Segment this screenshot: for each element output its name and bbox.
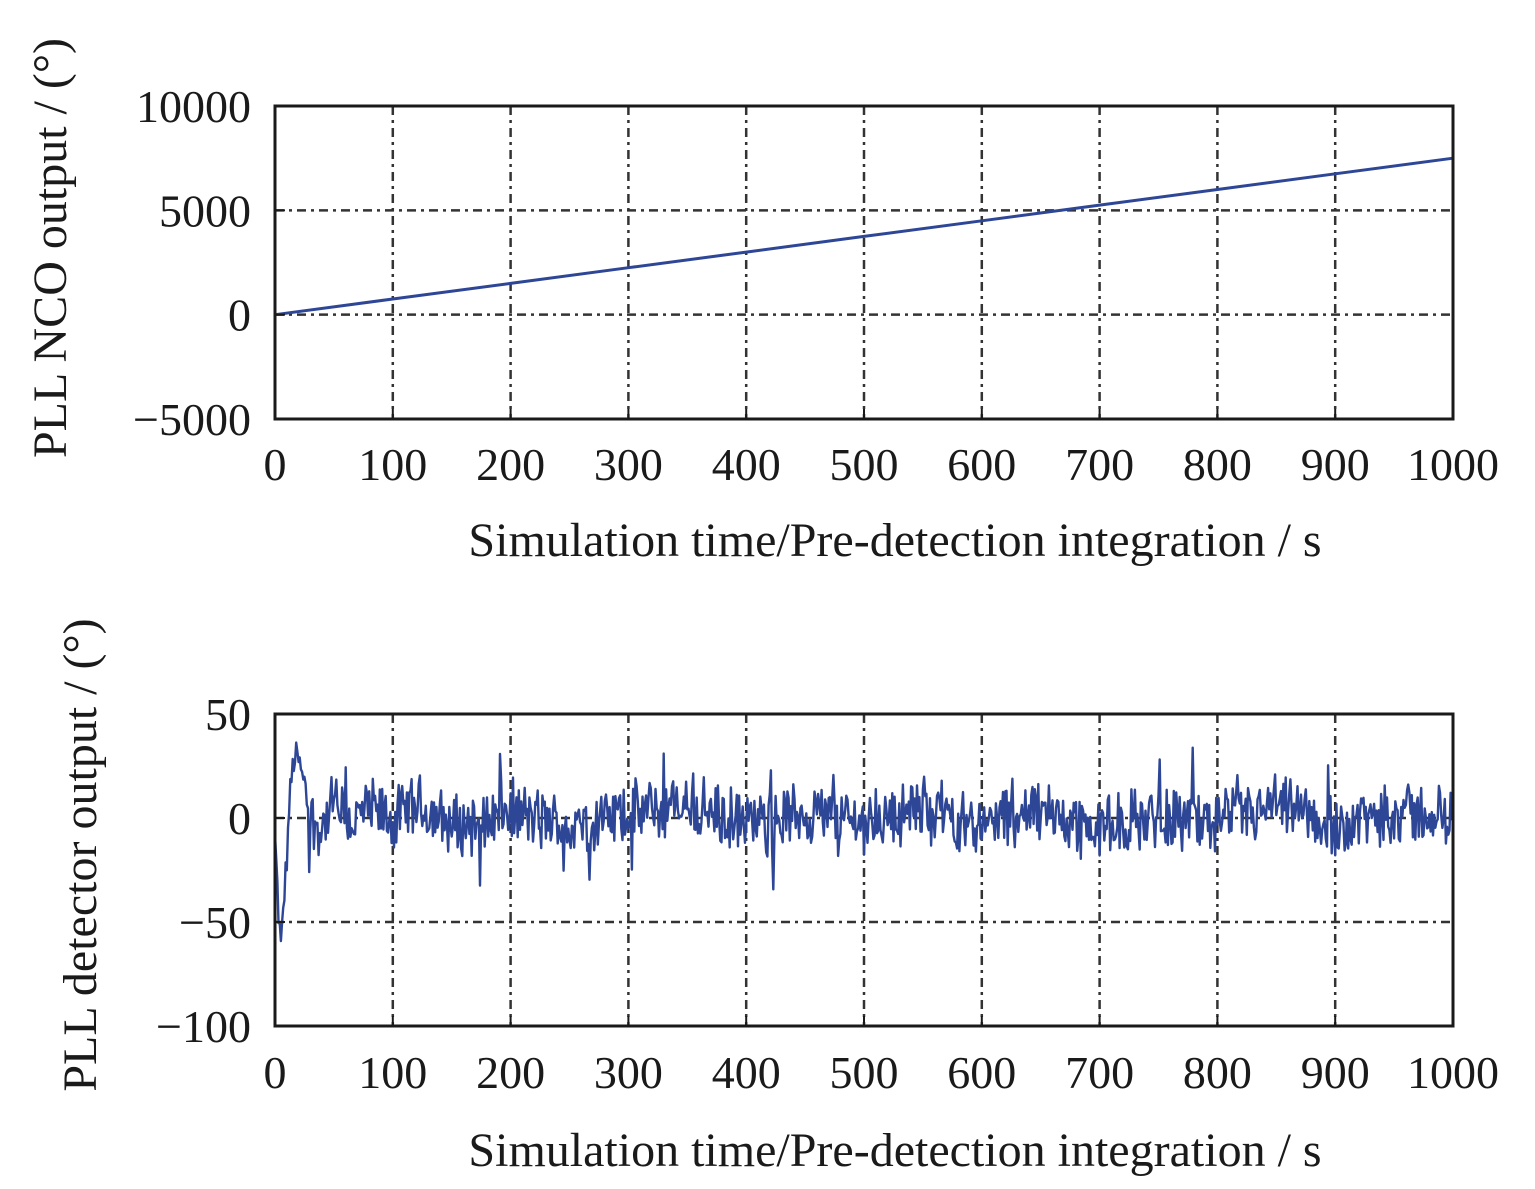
detector-x-ticks: 0 100 200 300 400 500 600 700 800 900 1000: [264, 1016, 1499, 1098]
detector-y-ticks: −100 −50 0 50: [156, 689, 285, 1052]
detector-xtick-label: 500: [830, 1047, 899, 1098]
detector-y-axis-label: PLL detector output / (°): [54, 618, 107, 1091]
detector-ytick-label: −50: [179, 897, 251, 948]
nco-ytick-label: 10000: [136, 81, 251, 132]
nco-xtick-label: 100: [358, 439, 427, 490]
nco-ytick-label: −5000: [133, 394, 251, 445]
nco-grid: [275, 106, 1453, 419]
nco-xtick-label: 700: [1065, 439, 1134, 490]
detector-series-line: [273, 741, 1455, 943]
nco-xtick-label: 600: [947, 439, 1016, 490]
nco-y-ticks: −5000 0 5000 10000: [133, 81, 285, 445]
detector-xtick-label: 0: [264, 1047, 287, 1098]
nco-xtick-label: 900: [1301, 439, 1370, 490]
nco-xtick-label: 300: [594, 439, 663, 490]
detector-x-axis-label: Simulation time/Pre-detection integratio…: [468, 1124, 1321, 1177]
detector-xtick-label: 100: [358, 1047, 427, 1098]
nco-xtick-label: 200: [476, 439, 545, 490]
detector-grid: [275, 714, 1453, 1026]
detector-ytick-label: 0: [228, 793, 251, 844]
nco-xtick-label: 500: [830, 439, 899, 490]
detector-chart: −100 −50 0 50 0 100 200 300 400 500 600 700 800 900 1…: [54, 618, 1499, 1177]
detector-xtick-label: 700: [1065, 1047, 1134, 1098]
nco-series-line: [274, 156, 1454, 317]
nco-x-ticks: 0 100 200 300 400 500 600 700 800 900 1000: [264, 409, 1499, 490]
detector-ytick-label: 50: [205, 689, 251, 740]
detector-ytick-label: −100: [156, 1001, 251, 1052]
detector-xtick-label: 800: [1183, 1047, 1252, 1098]
detector-xtick-label: 600: [947, 1047, 1016, 1098]
nco-xtick-label: 800: [1183, 439, 1252, 490]
nco-chart: −5000 0 5000 10000 0 100 200 300 400 500 600 700 80…: [24, 38, 1499, 567]
nco-ytick-label: 5000: [159, 185, 251, 236]
detector-xtick-label: 900: [1301, 1047, 1370, 1098]
detector-xtick-label: 300: [594, 1047, 663, 1098]
nco-x-axis-label: Simulation time/Pre-detection integratio…: [468, 514, 1321, 567]
nco-ytick-label: 0: [228, 290, 251, 341]
detector-xtick-label: 200: [476, 1047, 545, 1098]
nco-xtick-label: 400: [712, 439, 781, 490]
nco-y-axis-label: PLL NCO output / (°): [24, 38, 77, 458]
detector-xtick-label: 400: [712, 1047, 781, 1098]
nco-xtick-label: 0: [264, 439, 287, 490]
nco-xtick-label: 1000: [1407, 439, 1499, 490]
detector-xtick-label: 1000: [1407, 1047, 1499, 1098]
